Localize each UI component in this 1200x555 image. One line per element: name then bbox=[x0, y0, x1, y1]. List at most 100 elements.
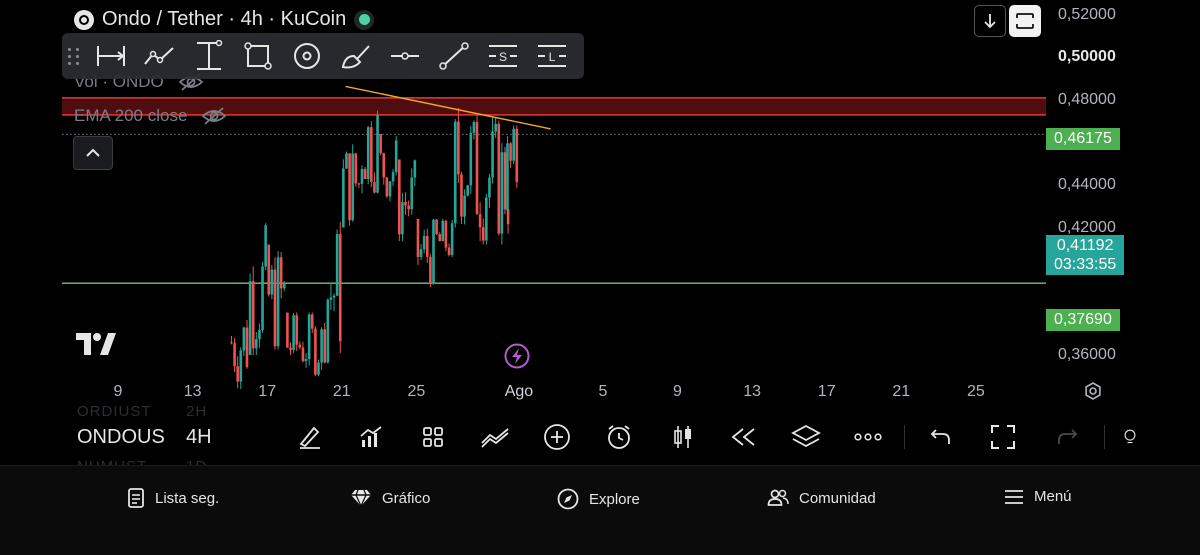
compare-button[interactable] bbox=[480, 422, 510, 452]
candle-body bbox=[279, 257, 283, 289]
indicator-label: EMA 200 close bbox=[74, 106, 188, 125]
candle-body bbox=[261, 266, 264, 331]
candle-body bbox=[453, 121, 457, 224]
time-tick: Ago bbox=[504, 383, 534, 400]
undo-button[interactable] bbox=[926, 422, 956, 452]
drawing-toolbar: S L bbox=[62, 33, 584, 79]
brush-icon[interactable] bbox=[331, 33, 380, 79]
nav-explore[interactable]: Explore bbox=[557, 488, 640, 510]
candles-icon bbox=[674, 426, 691, 448]
collapse-indicators-button[interactable] bbox=[73, 136, 113, 170]
download-button[interactable] bbox=[974, 5, 1006, 37]
candle-body bbox=[233, 343, 236, 367]
more-dots-icon bbox=[854, 433, 882, 441]
time-tick: 25 bbox=[966, 383, 985, 400]
toolbar-divider bbox=[1104, 425, 1105, 449]
rectangle-icon[interactable] bbox=[233, 33, 282, 79]
candle-body bbox=[419, 249, 423, 258]
price-tick: 0,48000 bbox=[1058, 91, 1116, 108]
candle-body bbox=[251, 281, 255, 349]
candle-body bbox=[435, 219, 438, 235]
candle-body bbox=[441, 220, 445, 242]
nav-chart[interactable]: Gráfico bbox=[350, 488, 430, 508]
indicator-ema[interactable]: EMA 200 close bbox=[74, 106, 227, 126]
candle-body bbox=[494, 123, 497, 132]
object-tree-button[interactable] bbox=[791, 422, 821, 452]
more-button[interactable] bbox=[853, 422, 883, 452]
draw-pen-button[interactable] bbox=[295, 422, 325, 452]
symbol-picker[interactable]: ONDOUS bbox=[77, 426, 165, 448]
symbol-header[interactable]: Ondo / Tether · 4h · KuCoin bbox=[74, 8, 375, 31]
fullscreen-toggle-button[interactable] bbox=[1009, 5, 1041, 37]
candle-body bbox=[335, 233, 339, 296]
ideas-button[interactable] bbox=[1122, 422, 1138, 452]
candle-body bbox=[242, 327, 246, 351]
candle-body bbox=[407, 205, 410, 210]
alert-button[interactable] bbox=[604, 422, 634, 452]
time-tick: 9 bbox=[673, 383, 682, 400]
candle-body bbox=[363, 169, 367, 179]
add-button[interactable] bbox=[542, 422, 572, 452]
eye-off-icon[interactable] bbox=[201, 106, 227, 126]
chart-settings-button[interactable] bbox=[1084, 382, 1102, 400]
candle-body bbox=[267, 244, 271, 295]
candle-body bbox=[373, 181, 376, 193]
level-price-tag[interactable]: 0,37690 bbox=[1046, 309, 1120, 331]
candle-body bbox=[255, 339, 258, 349]
candle-body bbox=[506, 143, 509, 211]
candle-body bbox=[488, 177, 491, 198]
candle-body bbox=[463, 195, 466, 217]
toolbar-divider bbox=[904, 425, 905, 449]
settings-s-icon[interactable]: S bbox=[478, 33, 527, 79]
candle-body bbox=[332, 295, 336, 298]
redo-button[interactable] bbox=[1052, 422, 1082, 452]
current-price: 0,41192 bbox=[1056, 237, 1114, 254]
candle-body bbox=[475, 122, 479, 215]
candle-body bbox=[295, 315, 299, 345]
candle-body bbox=[509, 143, 512, 161]
interval-ghost: 2H bbox=[186, 403, 208, 420]
time-tick: 13 bbox=[743, 383, 761, 400]
fullscreen-button[interactable] bbox=[988, 422, 1018, 452]
interval-picker[interactable]: 4H bbox=[186, 426, 212, 448]
drag-handle-icon[interactable] bbox=[68, 41, 86, 71]
price-tick: 0,44000 bbox=[1058, 176, 1116, 193]
candle-body bbox=[329, 297, 333, 300]
candle-body bbox=[323, 329, 327, 363]
candle-body bbox=[286, 312, 289, 348]
trend-line-icon[interactable] bbox=[429, 33, 478, 79]
layouts-button[interactable] bbox=[418, 422, 448, 452]
candle-body bbox=[398, 159, 401, 235]
candle-body bbox=[245, 327, 249, 368]
path-icon[interactable] bbox=[135, 33, 184, 79]
horizontal-line-icon[interactable] bbox=[380, 33, 429, 79]
candle-body bbox=[391, 172, 395, 182]
time-tick: 25 bbox=[407, 383, 426, 400]
candle-body bbox=[432, 219, 435, 284]
current-price-tag[interactable]: 0,41192 03:33:55 bbox=[1046, 235, 1125, 275]
nav-watchlist[interactable]: Lista seg. bbox=[127, 488, 219, 508]
resistance-zone bbox=[62, 97, 1046, 115]
lightning-event-icon[interactable] bbox=[504, 343, 530, 369]
price-range-icon[interactable] bbox=[184, 33, 233, 79]
candle-body bbox=[301, 347, 305, 362]
nav-menu[interactable]: Menú bbox=[1004, 488, 1072, 505]
price-chart[interactable] bbox=[62, 0, 1138, 465]
settings-l-icon[interactable]: L bbox=[527, 33, 576, 79]
date-price-range-icon[interactable] bbox=[86, 33, 135, 79]
candle-body bbox=[503, 152, 507, 210]
replay-button[interactable] bbox=[729, 422, 759, 452]
nav-community[interactable]: Comunidad bbox=[767, 488, 876, 508]
candle-body bbox=[345, 153, 348, 169]
circle-target-icon[interactable] bbox=[282, 33, 331, 79]
time-tick: 21 bbox=[892, 383, 911, 400]
indicators-button[interactable] bbox=[356, 422, 386, 452]
level-price-tag[interactable]: 0,46175 bbox=[1046, 128, 1120, 150]
nav-label: Comunidad bbox=[799, 489, 876, 507]
layers-icon bbox=[791, 424, 821, 448]
candle-body bbox=[512, 128, 515, 161]
time-tick: 9 bbox=[113, 383, 123, 400]
candle-body bbox=[239, 350, 243, 382]
chart-type-button[interactable] bbox=[668, 422, 698, 452]
candle-body bbox=[338, 233, 342, 342]
